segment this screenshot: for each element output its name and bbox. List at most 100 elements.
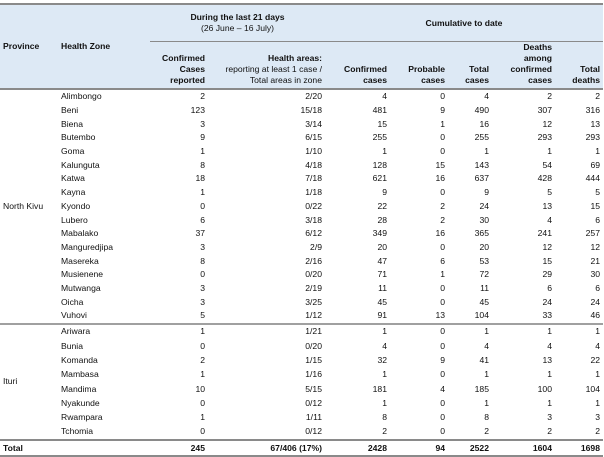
- total-cases-cell: 365: [474, 228, 489, 239]
- confirmed-recent-cell: 5: [200, 310, 205, 321]
- health-zone-cell: Katwa: [61, 173, 85, 184]
- total-cell: 245: [150, 439, 208, 457]
- total-deaths-cell: 46: [590, 310, 600, 321]
- table-row: Goma 1 1/10 1 0 1 1 1: [0, 145, 603, 159]
- health-areas-ratio-cell: 2/9: [310, 241, 322, 252]
- total-cases-cell: 24: [479, 200, 489, 211]
- deaths-confirmed-cell: 4: [547, 214, 552, 225]
- deaths-confirmed-cell: 6: [547, 282, 552, 293]
- probable-cell: 0: [440, 412, 445, 423]
- confirmed-cumulative-cell: 45: [377, 296, 387, 307]
- header-deaths-confirmed: Deaths among confirmed cases: [492, 41, 555, 90]
- total-deaths-cell: 3: [595, 412, 600, 423]
- confirmed-cumulative-cell: 22: [377, 200, 387, 211]
- total-cases-cell: 1: [484, 397, 489, 408]
- deaths-confirmed-cell: 2: [547, 426, 552, 437]
- total-deaths-cell: 6: [595, 214, 600, 225]
- total-cell: 2522: [448, 439, 492, 457]
- confirmed-cumulative-cell: 621: [372, 173, 387, 184]
- health-areas-ratio-cell: 0/12: [305, 397, 322, 408]
- health-areas-ratio-cell: 1/15: [305, 354, 322, 365]
- total-cell: [58, 439, 150, 457]
- total-cases-cell: 16: [479, 118, 489, 129]
- total-deaths-cell: 5: [595, 187, 600, 198]
- probable-cell: 2: [440, 200, 445, 211]
- total-cases-cell: 8: [484, 412, 489, 423]
- confirmed-recent-cell: 8: [200, 159, 205, 170]
- confirmed-recent-cell: 0: [200, 269, 205, 280]
- table-row: Mambasa 1 1/16 1 0 1 1 1: [0, 368, 603, 382]
- deaths-confirmed-cell: 307: [537, 105, 552, 116]
- health-zone-cell: Lubero: [61, 214, 88, 225]
- confirmed-recent-cell: 1: [200, 412, 205, 423]
- total-deaths-cell: 316: [585, 105, 600, 116]
- table-row: Oicha 3 3/25 45 0 45 24 24: [0, 295, 603, 309]
- total-cases-cell: 185: [474, 383, 489, 394]
- total-deaths-cell: 12: [590, 241, 600, 252]
- health-zone-cell: Goma: [61, 146, 85, 157]
- table-row: Rwampara 1 1/11 8 0 8 3 3: [0, 410, 603, 424]
- confirmed-cumulative-cell: 47: [377, 255, 387, 266]
- deaths-confirmed-cell: 293: [537, 132, 552, 143]
- header-probable: Probable cases: [390, 41, 448, 90]
- total-deaths-cell: 293: [585, 132, 600, 143]
- total-deaths-cell: 1: [595, 397, 600, 408]
- total-cases-cell: 104: [474, 310, 489, 321]
- probable-cell: 4: [440, 383, 445, 394]
- total-deaths-cell: 4: [595, 340, 600, 351]
- total-deaths-cell: 2: [595, 91, 600, 102]
- table-header: Province Health Zone During the last 21 …: [0, 3, 603, 90]
- total-cases-cell: 45: [479, 296, 489, 307]
- deaths-confirmed-cell: 54: [542, 159, 552, 170]
- health-areas-ratio-cell: 0/12: [305, 426, 322, 437]
- total-cell: 1698: [555, 439, 603, 457]
- health-areas-ratio-cell: 2/16: [305, 255, 322, 266]
- total-cases-cell: 255: [474, 132, 489, 143]
- deaths-confirmed-cell: 1: [547, 397, 552, 408]
- total-cases-cell: 143: [474, 159, 489, 170]
- health-zone-cell: Masereka: [61, 255, 99, 266]
- probable-cell: 16: [435, 173, 445, 184]
- total-deaths-cell: 1: [555, 322, 603, 339]
- health-areas-ratio-cell: 15/18: [300, 105, 322, 116]
- confirmed-cumulative-cell: 1: [382, 369, 387, 380]
- total-cases-cell: 11: [480, 282, 489, 293]
- health-zone-cell: Vuhovi: [61, 310, 87, 321]
- total-deaths-cell: 69: [590, 159, 600, 170]
- table-row: North Kivu Alimbongo 2 2/20 4 0 4 2 2: [0, 89, 603, 211]
- deaths-confirmed-cell: 13: [542, 354, 552, 365]
- total-row: Total 245 67/406 (17%) 2428 94 2522 1604 1698: [0, 439, 603, 457]
- probable-cell: 9: [440, 105, 445, 116]
- total-cases-cell: 1: [484, 369, 489, 380]
- total-deaths-cell: 1: [595, 369, 600, 380]
- confirmed-cumulative-cell: 91: [377, 310, 387, 321]
- probable-cell: 13: [435, 310, 445, 321]
- header-confirmed-recent: Confirmed Cases reported: [150, 41, 208, 90]
- deaths-confirmed-cell: 100: [537, 383, 552, 394]
- confirmed-recent-cell: 18: [195, 173, 205, 184]
- total-cell: 2428: [325, 439, 390, 457]
- health-zone-cell: Musienene: [61, 269, 104, 280]
- confirmed-recent-cell: 9: [200, 132, 205, 143]
- probable-cell: 0: [440, 397, 445, 408]
- deaths-confirmed-cell: 12: [542, 241, 552, 252]
- ebola-cases-table: Province Health Zone During the last 21 …: [0, 3, 603, 457]
- probable-cell: 0: [440, 241, 445, 252]
- deaths-confirmed-cell: 3: [547, 412, 552, 423]
- health-zone-cell: Oicha: [61, 296, 84, 307]
- health-zone-cell: Kyondo: [61, 200, 91, 211]
- confirmed-cumulative-cell: 11: [378, 282, 387, 293]
- health-zone-cell: Tchomia: [61, 426, 93, 437]
- confirmed-recent-cell: 1: [150, 322, 208, 339]
- total-cell: 1604: [492, 439, 555, 457]
- total-cases-cell: 2: [484, 426, 489, 437]
- confirmed-cumulative-cell: 9: [382, 187, 387, 198]
- probable-cell: 0: [440, 132, 445, 143]
- health-areas-ratio-cell: 7/18: [305, 173, 322, 184]
- deaths-confirmed-cell: 13: [542, 200, 552, 211]
- health-zone-cell: Mambasa: [61, 369, 99, 380]
- header-group-last-21-days: During the last 21 days (26 June – 16 Ju…: [150, 3, 325, 42]
- confirmed-cumulative-cell: 32: [377, 354, 387, 365]
- province-name: North Kivu: [3, 200, 44, 211]
- table-row: Masereka 8 2/16 47 6 53 15 21: [0, 254, 603, 268]
